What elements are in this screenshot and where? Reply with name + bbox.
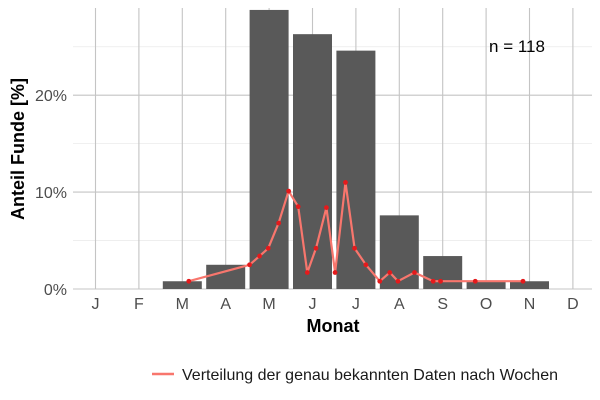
x-tick-label: F bbox=[134, 296, 144, 313]
x-tick-label: J bbox=[352, 296, 360, 313]
data-point-1 bbox=[247, 262, 252, 268]
legend-label: Verteilung der genau bekannten Daten nac… bbox=[182, 367, 558, 384]
bar-a-7 bbox=[379, 215, 419, 289]
data-point-10 bbox=[332, 270, 338, 275]
y-axis-title: Anteil Funde [%] bbox=[8, 78, 28, 220]
x-tick-label: S bbox=[437, 296, 448, 313]
x-tick-label: A bbox=[394, 296, 405, 313]
y-tick-label: 10% bbox=[35, 185, 67, 202]
data-point-20 bbox=[472, 278, 478, 284]
data-point-18 bbox=[430, 278, 436, 284]
bars bbox=[162, 9, 549, 290]
line-series bbox=[186, 180, 526, 284]
x-tick-label: J bbox=[92, 296, 100, 313]
data-point-8 bbox=[313, 245, 319, 251]
x-axis-title: Monat bbox=[307, 316, 360, 336]
bar-m-2 bbox=[162, 281, 202, 289]
data-point-19 bbox=[438, 278, 443, 284]
data-point-14 bbox=[377, 278, 383, 284]
data-point-13 bbox=[363, 262, 369, 268]
bar-o-9 bbox=[466, 281, 506, 289]
data-point-5 bbox=[286, 188, 292, 194]
bar-j-6 bbox=[336, 50, 376, 289]
data-point-9 bbox=[323, 205, 329, 211]
x-tick-label: N bbox=[524, 296, 536, 313]
bar-m-4 bbox=[249, 9, 289, 290]
bar-n-10 bbox=[510, 281, 549, 289]
y-tick-labels: 0% 10% 20% bbox=[35, 88, 67, 299]
data-point-3 bbox=[265, 245, 271, 251]
data-point-6 bbox=[295, 204, 301, 210]
data-point-2 bbox=[257, 253, 262, 259]
data-point-7 bbox=[304, 270, 310, 275]
x-tick-label: M bbox=[262, 296, 275, 313]
y-tick-label: 20% bbox=[35, 88, 67, 105]
bar-s-8 bbox=[423, 256, 463, 289]
data-point-21 bbox=[520, 278, 526, 284]
bar-j-5 bbox=[293, 34, 332, 290]
data-point-11 bbox=[343, 180, 348, 185]
x-tick-label: O bbox=[480, 296, 492, 313]
x-tick-label: D bbox=[567, 296, 579, 313]
data-point-16 bbox=[395, 278, 401, 284]
sample-size-annotation: n = 118 bbox=[489, 37, 545, 56]
legend: Verteilung der genau bekannten Daten nac… bbox=[152, 367, 558, 384]
x-tick-label: J bbox=[309, 296, 317, 313]
series-line bbox=[188, 181, 523, 283]
data-point-17 bbox=[412, 270, 417, 275]
x-tick-label: M bbox=[176, 296, 189, 313]
x-tick-label: A bbox=[220, 296, 231, 313]
data-point-0 bbox=[186, 278, 192, 284]
data-point-4 bbox=[276, 220, 282, 226]
y-tick-label: 0% bbox=[44, 282, 67, 299]
data-point-15 bbox=[387, 270, 393, 275]
data-point-12 bbox=[352, 245, 357, 251]
